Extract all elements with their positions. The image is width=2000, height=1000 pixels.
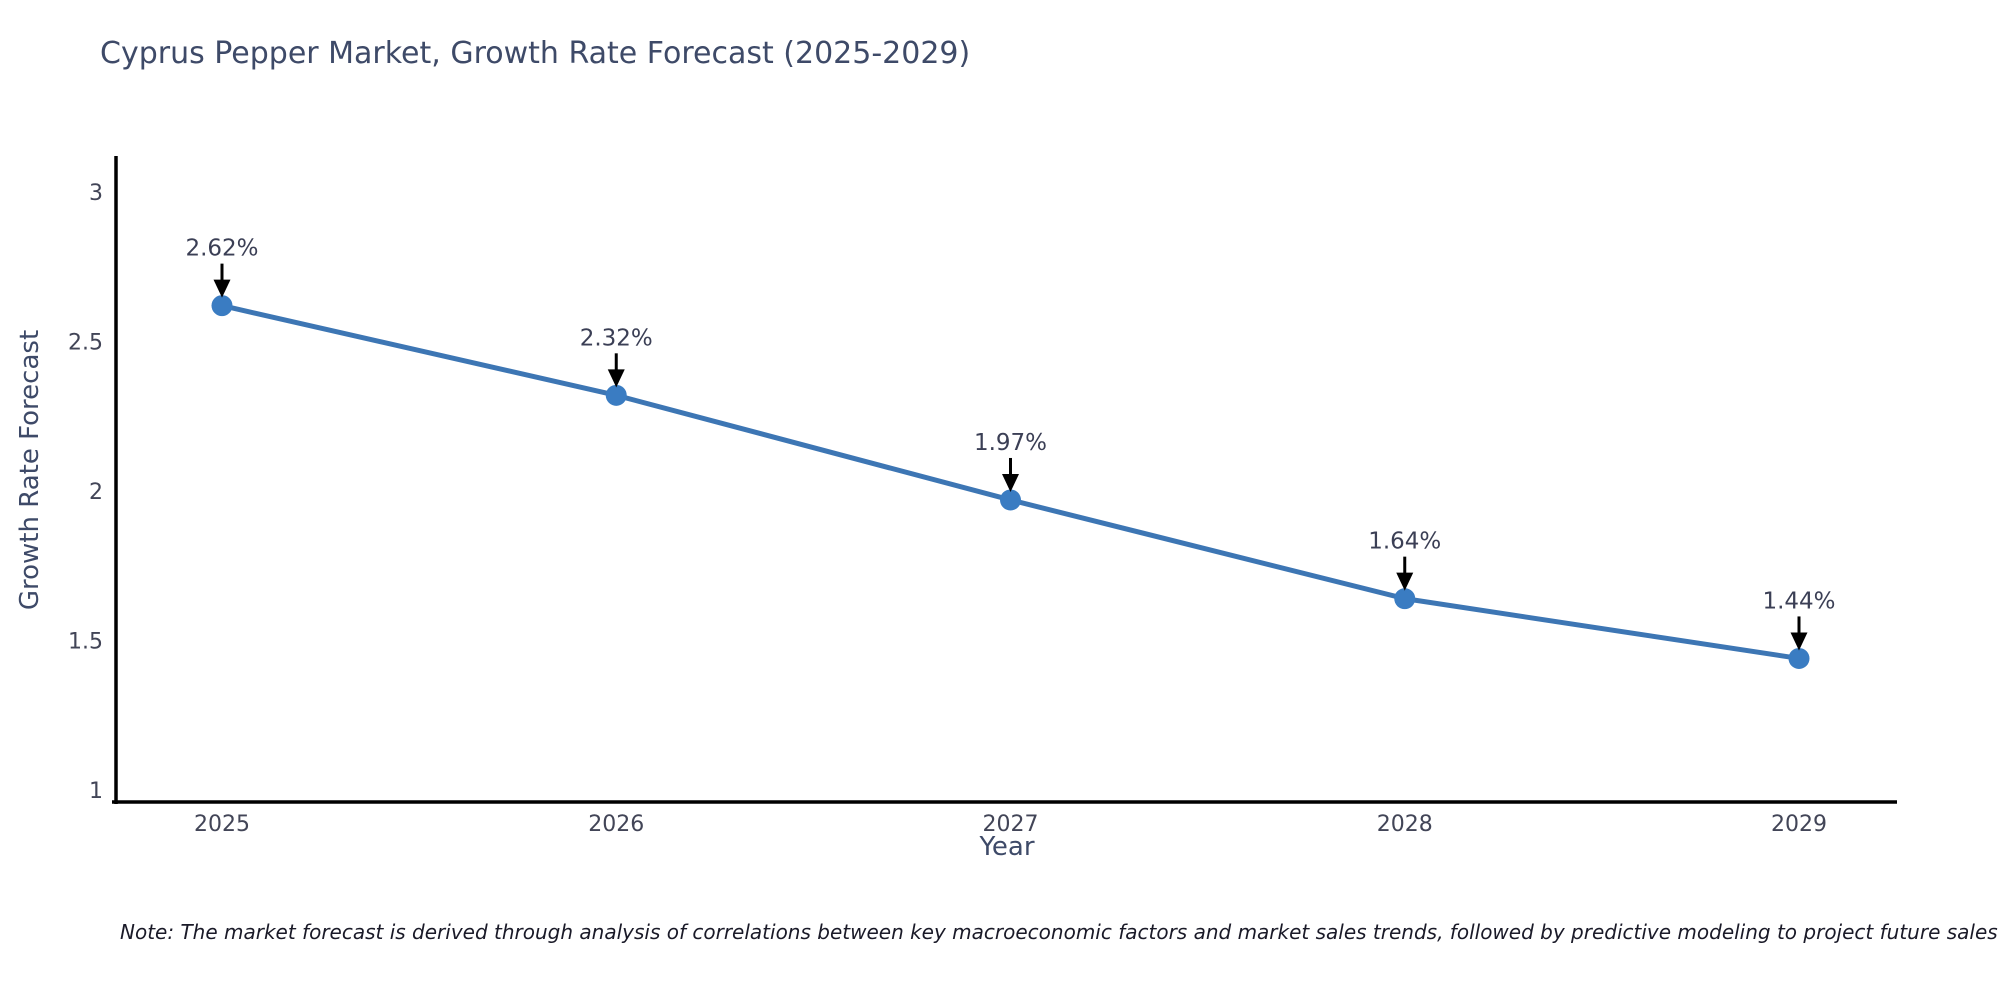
data-point-marker bbox=[211, 295, 233, 317]
x-tick-label: 2026 bbox=[588, 812, 644, 837]
y-tick-label: 2.5 bbox=[68, 331, 103, 356]
data-point-marker bbox=[1788, 647, 1810, 669]
annotation-label: 2.62% bbox=[185, 236, 258, 262]
y-tick-label: 2 bbox=[89, 480, 103, 505]
x-tick-label: 2028 bbox=[1377, 812, 1433, 837]
y-tick-label: 1.5 bbox=[68, 630, 103, 655]
annotation-arrow-head bbox=[1790, 632, 1808, 651]
annotation-label: 1.97% bbox=[974, 430, 1047, 456]
annotation-label: 1.64% bbox=[1368, 529, 1441, 555]
x-tick-label: 2025 bbox=[194, 812, 250, 837]
footnote: Note: The market forecast is derived thr… bbox=[120, 920, 1998, 944]
data-point-marker bbox=[1394, 588, 1416, 610]
annotation-arrow-head bbox=[607, 369, 625, 388]
annotation-arrow-head bbox=[213, 279, 231, 298]
x-tick-label: 2029 bbox=[1771, 812, 1827, 837]
y-tick-label: 1 bbox=[89, 779, 103, 804]
x-tick-label: 2027 bbox=[983, 812, 1039, 837]
annotation-label: 1.44% bbox=[1762, 588, 1835, 614]
annotation-arrow-head bbox=[1396, 572, 1414, 591]
y-tick-label: 3 bbox=[89, 181, 103, 206]
data-point-marker bbox=[1000, 489, 1021, 511]
chart-title: Cyprus Pepper Market, Growth Rate Foreca… bbox=[100, 36, 971, 71]
data-point-marker bbox=[605, 384, 627, 406]
y-axis-title: Growth Rate Forecast bbox=[15, 329, 45, 611]
annotation-label: 2.32% bbox=[580, 325, 653, 351]
x-axis-title: Year bbox=[979, 832, 1035, 862]
annotation-arrow-head bbox=[1002, 473, 1019, 492]
